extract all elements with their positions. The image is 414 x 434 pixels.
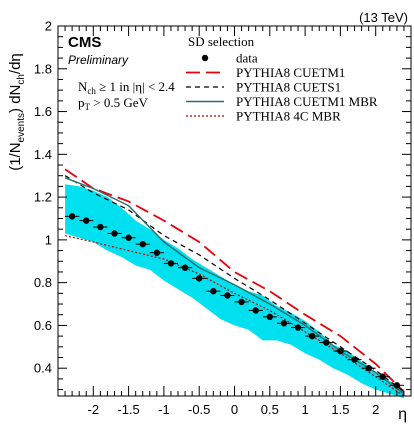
uncertainty-band-area	[65, 184, 404, 399]
x-tick-label: 2	[372, 402, 379, 417]
x-tick-label: -2	[88, 402, 100, 417]
x-tick-label: -1	[158, 402, 170, 417]
status-label: Preliminary	[68, 53, 129, 67]
data-point	[139, 240, 146, 248]
legend-label: PYTHIA8 4C MBR	[236, 109, 341, 124]
x-tick-label: 1	[301, 402, 308, 417]
data-point	[337, 347, 344, 355]
x-tick-label: 1.5	[331, 402, 349, 417]
y-tick-label: 1.8	[34, 61, 52, 76]
data-point	[294, 324, 302, 331]
data-point	[365, 364, 372, 372]
y-tick-label: 1.4	[34, 147, 52, 162]
y-tick-label: 0.4	[34, 361, 52, 376]
legend-label: PYTHIA8 CUETM1 MBR	[236, 94, 378, 109]
y-tick-label: 2	[45, 19, 52, 34]
experiment-label: CMS	[68, 34, 101, 51]
data-point	[210, 288, 217, 295]
energy-label: (13 TeV)	[359, 10, 408, 25]
data-point	[351, 356, 358, 363]
data-point	[153, 249, 161, 256]
data-point	[97, 223, 104, 231]
data-point	[68, 213, 76, 220]
data-point	[125, 234, 132, 241]
x-tick-label: 0.5	[261, 402, 279, 417]
cut-nch-label: Nch ≥ 1 in |η| < 2.4	[78, 79, 175, 96]
x-axis-label: η	[398, 406, 407, 423]
cut-pt-label: pT > 0.5 GeV	[78, 95, 148, 112]
x-tick-label: 0	[231, 402, 238, 417]
y-tick-label: 0.6	[34, 318, 52, 333]
data-point	[167, 260, 175, 267]
data-point	[252, 307, 259, 314]
legend-label: PYTHIA8 CUETM1	[236, 65, 345, 80]
data-point	[181, 264, 189, 271]
legend-label: PYTHIA8 CUETS1	[236, 80, 341, 95]
y-tick-label: 1.6	[34, 104, 52, 119]
data-point	[196, 275, 203, 282]
data-point	[323, 339, 330, 346]
series-line-pythia8-cuets1	[64, 175, 405, 393]
y-tick-labels: 0.4 0.6 0.8 1 1.2 1.4 1.6 1.8 2	[34, 19, 52, 376]
data-point	[83, 217, 90, 224]
x-tick-label: -1.5	[117, 402, 139, 417]
data-point	[308, 332, 316, 340]
axis-ticks	[58, 25, 411, 396]
legend-marker-data	[201, 54, 209, 62]
uncertainty-band	[65, 184, 404, 399]
data-point	[111, 230, 118, 237]
data-point	[379, 373, 386, 380]
y-tick-label: 0.8	[34, 275, 52, 290]
y-tick-label: 1	[45, 232, 52, 247]
x-tick-labels: -2 -1.5 -1 -0.5 0 0.5 1 1.5 2	[88, 402, 380, 417]
y-tick-label: 1.2	[34, 190, 52, 205]
data-point	[280, 320, 288, 327]
data-points	[65, 213, 404, 389]
data-point	[266, 313, 273, 321]
x-tick-label: -0.5	[188, 402, 210, 417]
data-point	[393, 382, 401, 389]
y-axis-label: (1/Nevents) dNch/dη	[7, 53, 27, 171]
legend-title: SD selection	[188, 34, 255, 49]
legend-label: data	[236, 51, 258, 66]
data-point	[224, 292, 231, 299]
data-point	[238, 298, 245, 306]
